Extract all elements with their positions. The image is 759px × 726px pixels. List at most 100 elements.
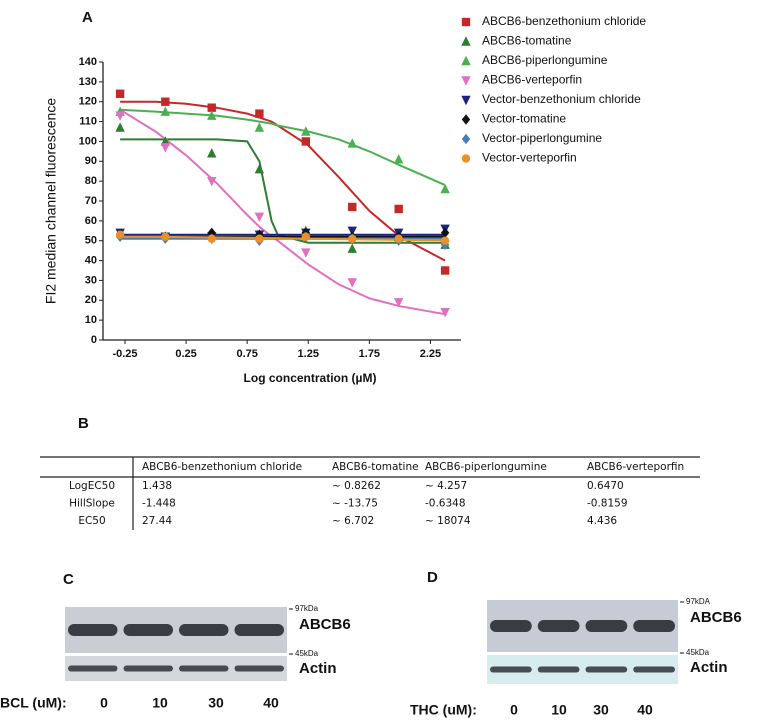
protein-band — [633, 620, 675, 632]
x-tick-label: 0.75 — [236, 348, 257, 360]
y-tick-label: 90 — [85, 155, 97, 167]
data-point — [254, 122, 265, 132]
data-point — [207, 110, 217, 120]
table-cell: ~ 18074 — [425, 515, 471, 527]
legend-label: ABCB6-piperlongumine — [482, 53, 608, 67]
fit-curve — [120, 108, 446, 187]
x-axis-label: Log concentration (µM) — [244, 371, 377, 385]
data-point — [301, 248, 311, 258]
data-point — [255, 234, 264, 243]
y-tick-label: 140 — [79, 56, 97, 68]
protein-band — [123, 624, 173, 636]
table-cell: -1.448 — [142, 498, 176, 510]
table-cell: 4.436 — [587, 515, 617, 527]
size-marker: 97kDA — [686, 597, 711, 606]
protein-band — [537, 620, 580, 632]
legend-label: ABCB6-benzethonium chloride — [482, 14, 646, 28]
data-point — [160, 143, 171, 153]
data-point — [207, 176, 217, 187]
data-point — [301, 126, 311, 136]
lane-label: 10 — [152, 695, 168, 711]
data-point — [393, 154, 404, 164]
size-marker: 97kDa — [295, 604, 319, 613]
actin-band — [68, 665, 118, 672]
y-tick-label: 80 — [85, 175, 97, 187]
table-cell: 1.438 — [142, 480, 172, 492]
table-header: ABCB6-tomatine — [332, 461, 419, 473]
actin-band — [633, 666, 675, 673]
table-cell: -0.8159 — [587, 498, 628, 510]
data-point — [254, 164, 265, 174]
y-tick-label: 130 — [79, 76, 97, 88]
data-point — [301, 232, 311, 241]
data-point — [160, 106, 171, 116]
data-point — [440, 183, 450, 194]
data-point — [394, 204, 403, 214]
protein-band — [490, 620, 532, 632]
table-cell: ~ 6.702 — [332, 515, 374, 527]
protein-label: ABCB6 — [299, 616, 351, 633]
protein-band — [234, 624, 284, 636]
data-point — [347, 278, 357, 288]
actin-band — [179, 665, 229, 672]
data-point — [347, 138, 357, 148]
data-point — [440, 266, 450, 275]
panel-label: D — [427, 569, 438, 586]
protein-band — [68, 624, 118, 636]
legend-marker — [461, 114, 471, 125]
lane-label: 0 — [100, 695, 108, 711]
y-tick-label: 10 — [85, 314, 97, 326]
lane-label: 10 — [551, 702, 567, 718]
row-label: LogEC50 — [69, 480, 115, 492]
row-label: HillSlope — [69, 498, 115, 510]
legend-marker — [461, 55, 471, 66]
x-tick-label: 1.25 — [298, 348, 319, 360]
y-tick-label: 50 — [85, 235, 97, 247]
legend-label: Vector-piperlongumine — [482, 131, 602, 145]
size-marker: 45kDa — [295, 649, 319, 658]
data-point — [347, 226, 357, 236]
y-tick-label: 60 — [85, 215, 97, 227]
legend-label: ABCB6-verteporfin — [482, 73, 582, 87]
data-point — [115, 89, 125, 98]
data-point — [161, 97, 170, 106]
lane-label: 40 — [637, 702, 653, 718]
table-header: ABCB6-verteporfin — [587, 461, 684, 473]
treatment-label: BCL (uM): — [0, 695, 67, 711]
y-tick-label: 40 — [85, 254, 97, 266]
table-header: ABCB6-benzethonium chloride — [142, 461, 302, 473]
data-point — [115, 122, 125, 132]
legend-marker — [461, 154, 471, 163]
actin-band — [490, 666, 532, 673]
actin-band — [123, 665, 173, 672]
data-point — [348, 202, 357, 212]
y-tick-label: 100 — [79, 135, 97, 147]
treatment-label: THC (uM): — [410, 702, 477, 718]
row-label: EC50 — [78, 515, 105, 527]
table-cell: 27.44 — [142, 515, 172, 527]
data-point — [207, 103, 216, 112]
legend-marker — [461, 76, 471, 86]
data-point — [255, 109, 264, 118]
protein-band — [585, 620, 628, 632]
data-point — [440, 227, 450, 238]
table-cell: ~ 4.257 — [425, 480, 467, 492]
data-point — [115, 230, 125, 239]
actin-band — [234, 665, 284, 672]
y-tick-label: 20 — [85, 294, 97, 306]
table-cell: -0.6348 — [425, 498, 466, 510]
data-point — [440, 236, 450, 245]
y-tick-label: 110 — [79, 115, 97, 127]
legend-label: Vector-verteporfin — [482, 151, 577, 165]
fit-curve — [120, 100, 446, 262]
protein-label: Actin — [299, 660, 337, 677]
x-tick-label: 1.75 — [359, 348, 380, 360]
panel-label: A — [82, 9, 93, 26]
lane-label: 40 — [263, 695, 279, 711]
y-tick-label: 120 — [79, 96, 97, 108]
data-point — [207, 148, 217, 158]
data-point — [161, 232, 170, 241]
protein-label: Actin — [690, 659, 728, 676]
data-point — [254, 212, 265, 223]
